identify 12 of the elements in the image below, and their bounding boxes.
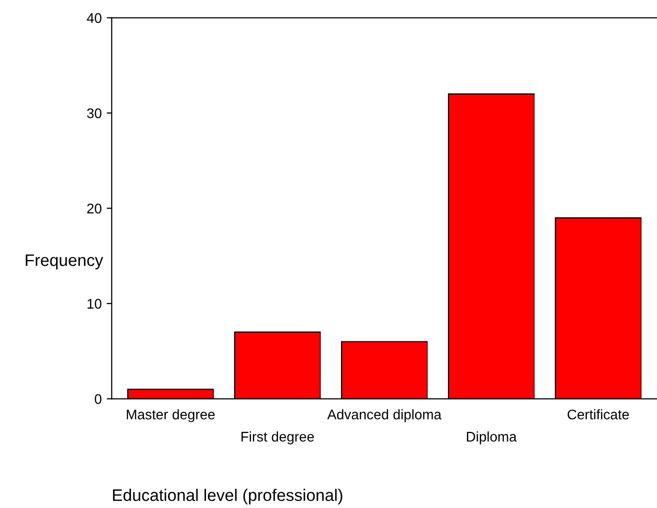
x-tick-label: First degree — [242, 431, 314, 444]
y-tick-label: 40 — [86, 13, 102, 23]
x-axis-title: Educational level (professional) — [113, 488, 342, 504]
y-tick-label: 30 — [87, 108, 102, 118]
x-tick-label: Advanced diploma — [327, 409, 442, 422]
y-axis-title: Frequency — [26, 254, 104, 270]
x-tick-label: Diploma — [466, 431, 517, 444]
y-tick-label: 0 — [94, 394, 102, 404]
y-tick-label: 10 — [88, 298, 102, 309]
y-tick-label: 20 — [87, 204, 102, 214]
x-tick-label: Master degree — [126, 409, 215, 422]
x-tick-label: Certificate — [568, 409, 629, 420]
